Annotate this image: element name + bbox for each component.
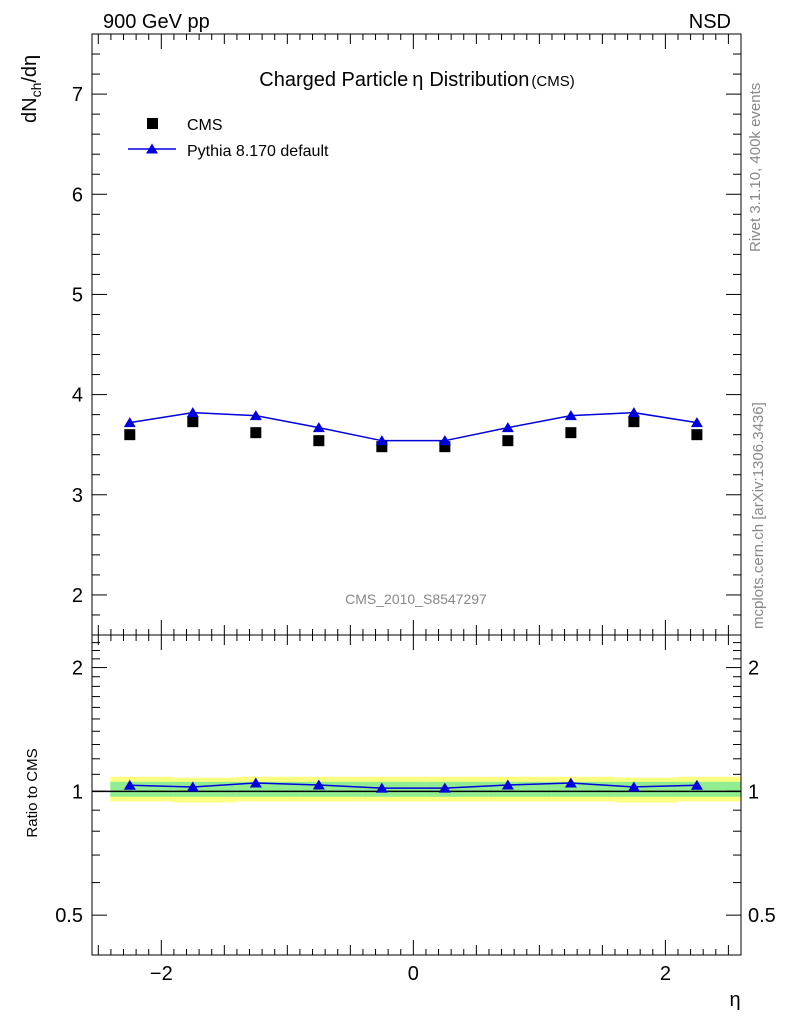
ratio-y-axis-label: Ratio to CMS: [24, 748, 41, 837]
legend-label-cms: CMS: [187, 117, 223, 134]
cms-data-point: [628, 416, 640, 428]
ylabel-tail: /dη: [19, 55, 41, 83]
cms-data-point: [250, 427, 262, 439]
title-rest: Distribution: [429, 69, 529, 91]
x-axis-label: η: [729, 989, 740, 1011]
band-inner-bin: [677, 781, 741, 797]
ratio-y-tick-label-right: 1: [748, 781, 759, 803]
pythia-data-point: [123, 417, 136, 428]
legend-label-pythia: Pythia 8.170 default: [187, 143, 329, 160]
pythia-data-point: [690, 417, 703, 428]
ratio-plot-frame: [91, 634, 742, 956]
data-series: [123, 407, 703, 793]
ylabel-head: dN: [19, 97, 41, 123]
ratio-pythia-point: [186, 781, 199, 792]
main-y-tick-label: 3: [72, 485, 83, 507]
legend: CMS Pythia 8.170 default: [128, 117, 329, 160]
cms-data-point: [565, 427, 577, 439]
band-inner-bin: [425, 781, 489, 797]
plot-frames: [91, 33, 742, 956]
ratio-pythia-point: [438, 782, 451, 793]
ylabel-sub: ch: [28, 83, 44, 98]
x-tick-label: −2: [150, 963, 173, 985]
cms-data-point: [187, 416, 199, 428]
process-label: 900 GeV pp: [103, 11, 210, 33]
band-inner-bin: [614, 781, 678, 797]
main-y-tick-label: 5: [72, 284, 83, 306]
main-y-tick-label: 4: [72, 385, 83, 407]
band-inner-bin: [173, 781, 237, 797]
rivet-label: Rivet 3.1.10, 400k events: [747, 83, 764, 252]
axis-ticks: 2 3 4 5 6 7 −2 0 2 0.5 0.5 1 1 2 2: [55, 33, 776, 985]
mode-label: NSD: [689, 11, 731, 33]
main-y-tick-label: 7: [72, 84, 83, 106]
title-suffix: (CMS): [531, 73, 574, 90]
ratio-uncertainty-bands: [92, 776, 741, 803]
y-axis-label: dNch/dη: [19, 55, 44, 123]
ratio-y-tick-label: 1: [72, 781, 83, 803]
cms-data-point: [376, 441, 388, 453]
ratio-pythia-line: [129, 782, 697, 789]
main-y-tick-label: 2: [72, 585, 83, 607]
ratio-pythia-point: [501, 779, 514, 790]
ratio-y-tick-label: 0.5: [55, 905, 83, 927]
ratio-y-tick-label-right: 0.5: [748, 905, 776, 927]
x-tick-label: 0: [408, 963, 419, 985]
ratio-pythia-point: [123, 779, 136, 790]
ratio-pythia-point: [375, 782, 388, 793]
pythia-data-point: [186, 407, 199, 418]
ratio-pythia-point: [627, 781, 640, 792]
pythia-data-point: [375, 435, 388, 446]
analysis-watermark: CMS_2010_S8547297: [345, 591, 487, 607]
title-symbol: η: [412, 69, 423, 91]
ratio-pythia-point: [564, 777, 577, 788]
main-y-tick-label: 6: [72, 184, 83, 206]
pythia-data-point: [249, 410, 262, 421]
pythia-line: [129, 411, 698, 442]
ratio-pythia-point: [249, 777, 262, 788]
pythia-data-point: [312, 422, 325, 433]
x-tick-label: 2: [660, 963, 671, 985]
mcplots-label: mcplots.cern.ch [arXiv:1306.3436]: [750, 402, 767, 629]
legend-marker-cms: [147, 118, 158, 129]
cms-data-point: [313, 435, 325, 447]
cms-data-point: [439, 441, 451, 453]
chart-title: Charged Particle η Distribution (CMS): [259, 69, 574, 91]
title-main: Charged Particle: [259, 69, 408, 91]
pythia-data-point: [438, 435, 451, 446]
band-inner-bin: [362, 781, 426, 797]
pythia-data-point: [627, 407, 640, 418]
cms-data-point: [502, 435, 514, 447]
band-inner-bin: [110, 781, 174, 797]
ratio-pythia-point: [312, 779, 325, 790]
ratio-y-tick-label: 2: [72, 658, 83, 680]
cms-data-point: [124, 429, 136, 441]
legend-marker-pythia: [146, 143, 158, 154]
pythia-data-point: [501, 422, 514, 433]
ratio-pythia-point: [690, 779, 703, 790]
cms-data-point: [691, 429, 703, 441]
ratio-y-tick-label-right: 2: [748, 658, 759, 680]
pythia-data-point: [564, 410, 577, 421]
